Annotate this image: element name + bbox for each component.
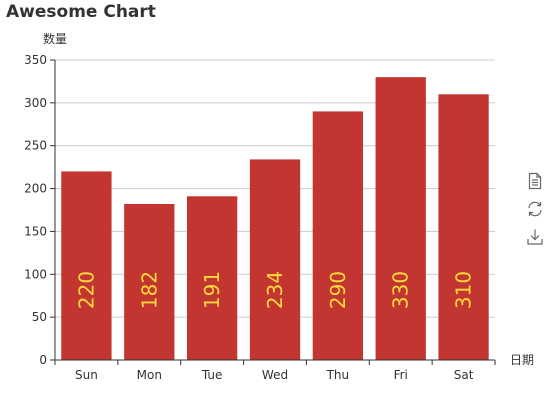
data-view-icon[interactable] xyxy=(526,172,544,190)
y-tick-label: 300 xyxy=(24,96,47,110)
y-axis-title: 数量 xyxy=(43,32,68,46)
bar-value-label: 330 xyxy=(389,271,413,309)
bars xyxy=(61,77,489,361)
x-tick-label: Tue xyxy=(201,368,223,382)
bar[interactable] xyxy=(187,196,238,360)
x-tick-label: Thu xyxy=(326,368,350,382)
x-tick-labels: Sun Mon Tue Wed Thu Fri Sat xyxy=(75,368,474,382)
bar-value-label: 290 xyxy=(326,271,350,309)
bar[interactable] xyxy=(312,111,363,360)
y-tick-label: 50 xyxy=(32,310,47,324)
data-labels: 220 182 191 234 290 330 310 xyxy=(74,271,475,309)
y-tick-label: 0 xyxy=(39,353,47,367)
x-tick-label: Sun xyxy=(75,368,98,382)
bar[interactable] xyxy=(438,94,489,361)
y-tick-label: 200 xyxy=(24,182,47,196)
x-tick-label: Wed xyxy=(262,368,288,382)
bar[interactable] xyxy=(249,159,301,360)
bar-value-label: 310 xyxy=(452,271,476,309)
x-tick-label: Mon xyxy=(137,368,162,382)
x-axis-title: 日期 xyxy=(510,353,535,367)
y-tick-label: 150 xyxy=(24,224,47,238)
bar-value-label: 220 xyxy=(74,271,98,309)
refresh-icon[interactable] xyxy=(526,200,544,218)
bar-value-label: 182 xyxy=(137,271,161,309)
y-tick-label: 250 xyxy=(24,139,47,153)
bar[interactable] xyxy=(375,77,426,361)
y-tick-label: 100 xyxy=(24,267,47,281)
axes xyxy=(54,60,496,365)
save-image-icon[interactable] xyxy=(526,228,544,246)
bar-value-label: 234 xyxy=(263,271,287,309)
bar[interactable] xyxy=(61,171,112,360)
chart-title: Awesome Chart xyxy=(6,2,156,22)
toolbox xyxy=(526,172,544,256)
x-tick-label: Sat xyxy=(454,368,474,382)
bar[interactable] xyxy=(124,204,175,360)
x-tick-label: Fri xyxy=(394,368,408,382)
y-tick-label: 350 xyxy=(24,53,47,67)
y-tick-labels: 0 50 100 150 200 250 300 350 xyxy=(24,53,55,367)
bar-value-label: 191 xyxy=(200,271,224,309)
